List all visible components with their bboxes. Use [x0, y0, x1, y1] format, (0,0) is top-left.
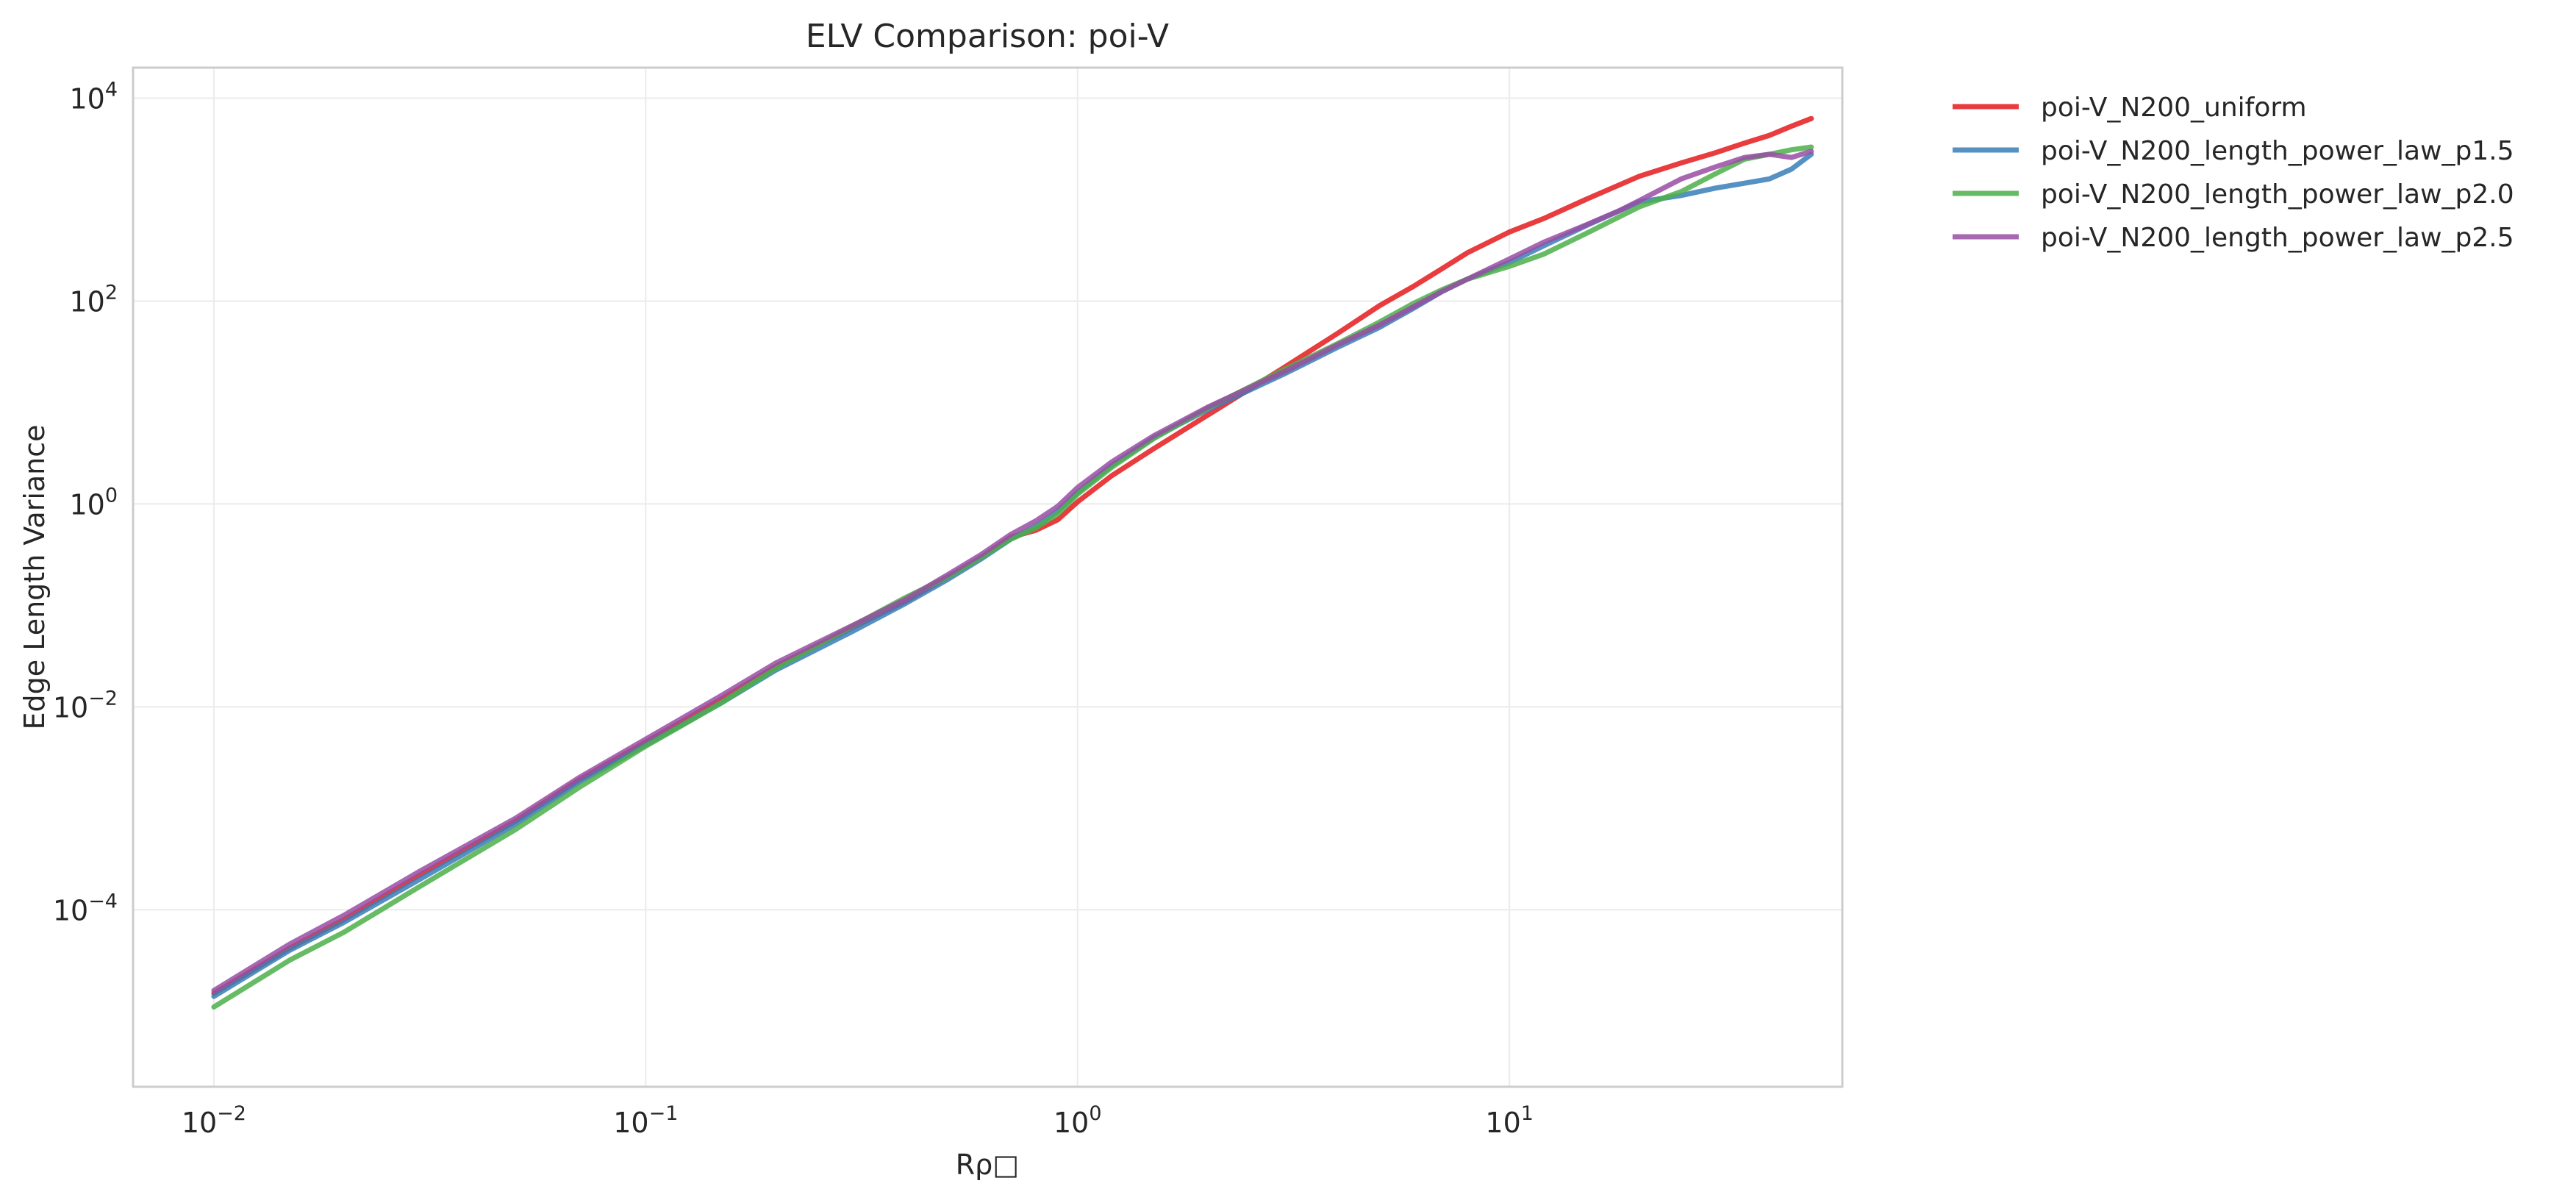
tick-base: 10	[69, 285, 104, 318]
series-line-2	[211, 151, 1814, 999]
tick-base: 10	[53, 894, 88, 926]
tick-base: 10	[1485, 1107, 1520, 1139]
tick-exponent: −4	[88, 890, 118, 913]
series-line-4	[211, 149, 1814, 993]
tick-base: 10	[182, 1107, 217, 1139]
chart-title: ELV Comparison: poi-V	[806, 18, 1169, 55]
tick-exponent: −1	[649, 1102, 679, 1125]
x-axis-ticks: 10−2 10−1 100 101	[182, 1102, 1534, 1139]
tick-exponent: 2	[105, 281, 118, 304]
series-lines	[211, 115, 1814, 1010]
tick-base: 10	[1053, 1107, 1089, 1139]
tick-exponent: 0	[105, 484, 118, 507]
plot-area-frame	[132, 66, 1844, 1088]
legend-label: poi-V_N200_length_power_law_p1.5	[2041, 136, 2514, 166]
x-tick-label: 100	[1053, 1102, 1102, 1139]
tick-base: 10	[613, 1107, 648, 1139]
y-tick-label: 102	[69, 281, 118, 318]
tick-exponent: 4	[105, 79, 118, 101]
legend-label: poi-V_N200_length_power_law_p2.5	[2041, 223, 2514, 253]
y-axis-label: Edge Length Variance	[18, 424, 51, 729]
x-tick-label: 10−2	[182, 1102, 246, 1139]
x-tick-label: 10−1	[613, 1102, 678, 1139]
tick-base: 10	[53, 691, 88, 724]
tick-exponent: 0	[1089, 1102, 1101, 1125]
y-tick-label: 104	[69, 79, 118, 115]
tick-exponent: 1	[1521, 1102, 1534, 1125]
legend-label: poi-V_N200_uniform	[2041, 93, 2307, 123]
y-tick-label: 100	[69, 484, 118, 521]
x-axis-label: Rρ□	[956, 1149, 1019, 1181]
grid	[133, 68, 1842, 1087]
y-tick-label: 10−4	[53, 890, 118, 926]
y-tick-label: 10−2	[53, 687, 118, 724]
x-tick-label: 101	[1485, 1102, 1534, 1139]
tick-base: 10	[69, 488, 104, 521]
series-line-3	[211, 144, 1814, 1010]
tick-base: 10	[69, 83, 104, 115]
legend-label: poi-V_N200_length_power_law_p2.0	[2041, 179, 2514, 210]
legend: poi-V_N200_uniform poi-V_N200_length_powe…	[1953, 93, 2514, 253]
tick-exponent: −2	[88, 687, 118, 710]
tick-exponent: −2	[217, 1102, 246, 1125]
